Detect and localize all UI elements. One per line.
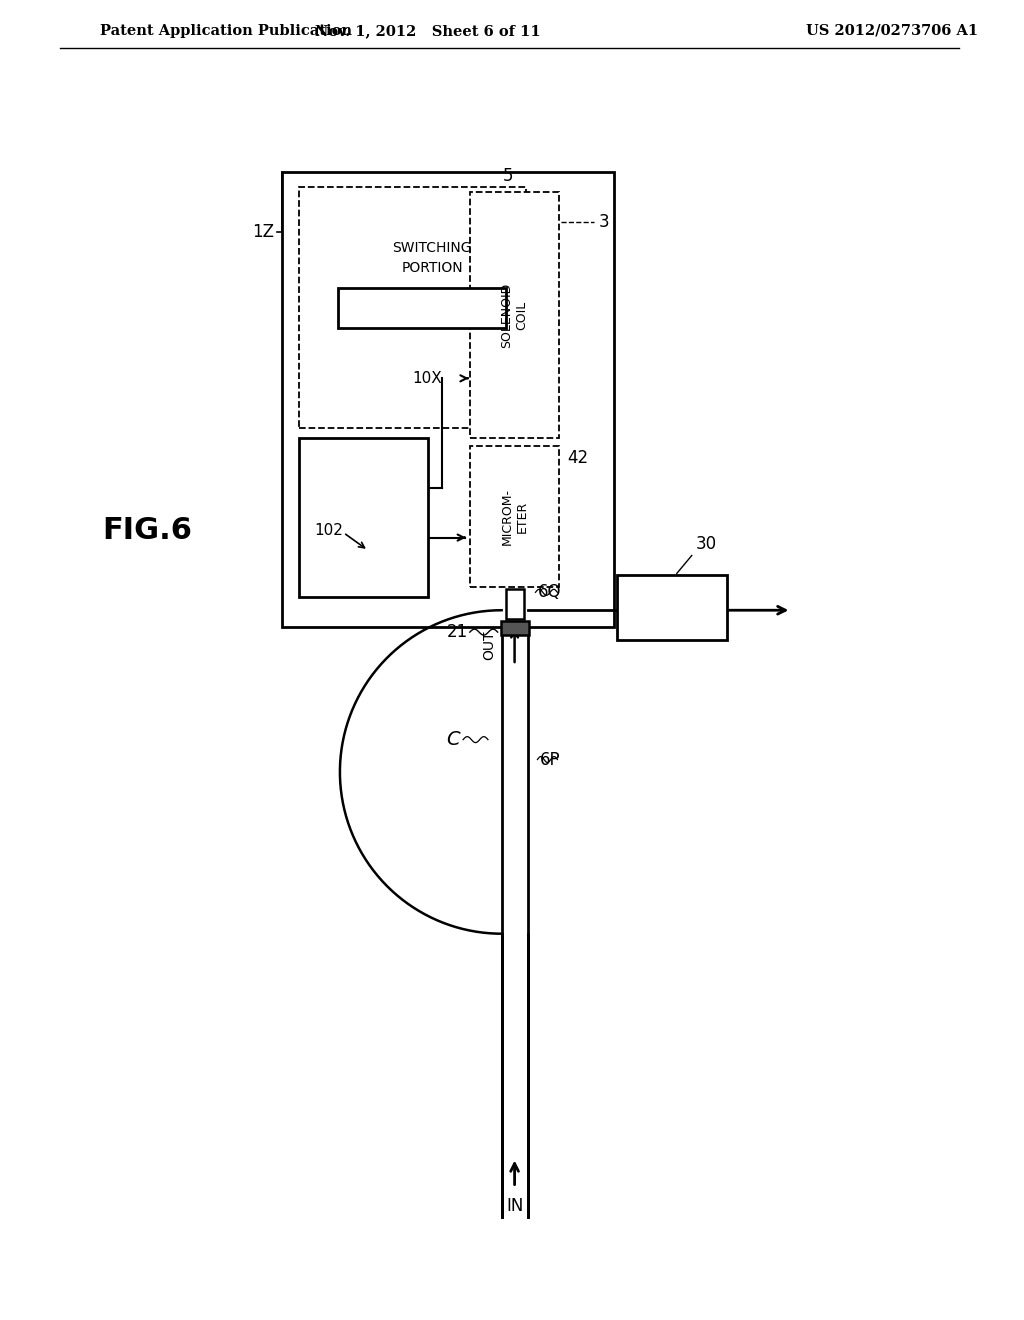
Bar — [282, 173, 614, 627]
Text: PORTION: PORTION — [401, 261, 463, 275]
Text: Patent Application Publication: Patent Application Publication — [99, 24, 351, 38]
Bar — [501, 622, 528, 635]
Text: 1Z: 1Z — [252, 223, 273, 242]
Text: IN: IN — [506, 1197, 523, 1216]
Text: 102: 102 — [314, 523, 343, 539]
Text: 3: 3 — [599, 213, 610, 231]
Text: 6P: 6P — [540, 751, 560, 768]
Text: 30: 30 — [696, 536, 717, 553]
Bar — [470, 193, 559, 438]
Text: Nov. 1, 2012   Sheet 6 of 11: Nov. 1, 2012 Sheet 6 of 11 — [315, 24, 541, 38]
Bar — [506, 589, 523, 619]
Bar — [299, 187, 525, 428]
Bar — [617, 576, 727, 640]
Text: 21: 21 — [446, 623, 468, 642]
Text: SOLENOID
COIL: SOLENOID COIL — [501, 282, 528, 347]
Text: C: C — [446, 730, 460, 750]
Text: MICROM-
ETER: MICROM- ETER — [501, 488, 528, 545]
Text: 42: 42 — [567, 449, 589, 467]
Text: 10X: 10X — [413, 371, 442, 385]
Text: OUT: OUT — [482, 631, 497, 660]
Text: SWITCHING: SWITCHING — [392, 242, 472, 255]
Text: 6Q: 6Q — [538, 583, 561, 602]
Text: 5: 5 — [503, 168, 513, 185]
Bar — [338, 288, 506, 327]
Text: FIG.6: FIG.6 — [102, 516, 193, 545]
Bar — [299, 438, 428, 597]
Text: US 2012/0273706 A1: US 2012/0273706 A1 — [806, 24, 978, 38]
Bar — [470, 446, 559, 587]
